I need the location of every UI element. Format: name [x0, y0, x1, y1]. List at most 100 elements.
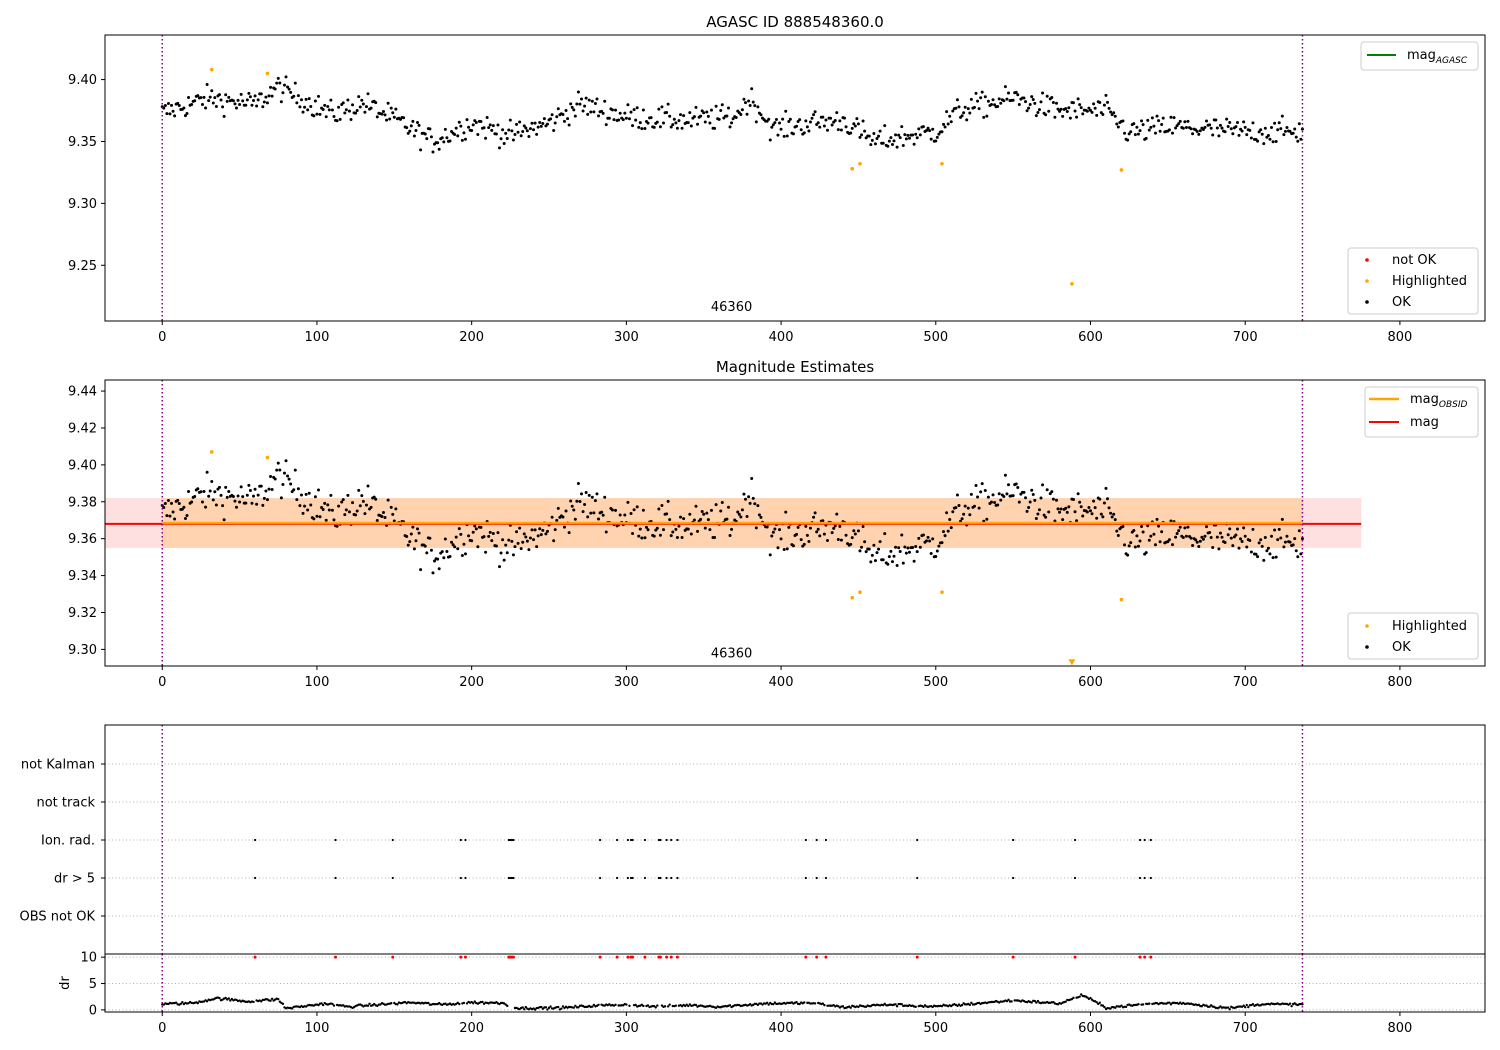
- agasc-ok-point: [1218, 123, 1222, 127]
- magnitude-ok-point: [389, 505, 393, 509]
- magnitude-ok-point: [1257, 541, 1261, 545]
- magnitude-ok-point: [360, 494, 364, 498]
- agasc-ok-point: [440, 136, 444, 140]
- agasc-ok-point: [1177, 122, 1181, 126]
- magnitude-ok-point: [527, 548, 531, 552]
- magnitude-ok-point: [782, 547, 786, 551]
- magnitude-ok-point: [471, 530, 475, 534]
- agasc-ok-point: [518, 120, 522, 124]
- agasc-ok-point: [1022, 96, 1026, 100]
- agasc-ok-point: [1141, 123, 1145, 127]
- dr-point: [922, 1005, 925, 1009]
- agasc-ok-point: [702, 111, 706, 115]
- magnitude-ok-point: [176, 498, 180, 502]
- agasc-ok-point: [890, 142, 894, 146]
- magnitude-ok-point: [1047, 510, 1051, 514]
- agasc-ok-point: [839, 128, 843, 132]
- agasc-ok-point: [969, 97, 973, 101]
- magnitude-ok-point: [816, 527, 820, 531]
- magnitude-ok-point: [863, 540, 867, 544]
- magnitude-ok-point: [1239, 537, 1243, 541]
- agasc-obsid-annotation: 46360: [711, 300, 752, 315]
- magnitude-ok-point: [969, 492, 973, 496]
- dr-xtick-label-0: 0: [158, 1021, 166, 1036]
- agasc-ok-point: [511, 138, 515, 142]
- magnitude-ok-point: [1260, 544, 1264, 548]
- dr-point: [320, 1002, 323, 1005]
- agasc-ok-point: [921, 125, 925, 129]
- agasc-ok-point: [856, 122, 860, 126]
- agasc-ok-point: [1273, 121, 1277, 125]
- magnitude-ok-point: [519, 547, 523, 551]
- agasc-ok-point: [858, 135, 862, 139]
- dr-clipped-point: [1138, 955, 1142, 959]
- magnitude-ok-point: [929, 552, 933, 556]
- magnitude-ok-point: [211, 498, 215, 502]
- magnitude-xtick-label-0: 0: [158, 675, 166, 690]
- magnitude-ok-point: [303, 504, 307, 508]
- magnitude-ok-point: [1092, 499, 1096, 503]
- agasc-ok-point: [504, 131, 508, 135]
- agasc-xtick-label-300: 300: [614, 330, 639, 345]
- magnitude-ok-point: [850, 536, 854, 540]
- agasc-ok-point: [589, 110, 593, 114]
- agasc-ok-point: [1172, 116, 1176, 120]
- agasc-ok-point: [1034, 114, 1038, 118]
- dr-point: [1005, 999, 1009, 1003]
- magnitude-ok-point: [207, 494, 211, 498]
- agasc-ok-point: [850, 126, 854, 130]
- flags-point: [464, 876, 467, 880]
- magnitude-ok-point: [406, 543, 410, 547]
- agasc-ok-point: [374, 101, 378, 105]
- magnitude-axes-frame: [104, 379, 1486, 667]
- agasc-ok-point: [719, 109, 723, 113]
- agasc-ok-point: [592, 110, 596, 114]
- agasc-ok-point: [621, 118, 625, 122]
- dr-point: [1101, 1004, 1105, 1007]
- agasc-ok-point: [1220, 126, 1224, 130]
- agasc-ok-point: [460, 138, 464, 142]
- dr-point: [968, 1003, 972, 1007]
- agasc-ok-point: [405, 126, 409, 130]
- magnitude-ok-point: [208, 489, 212, 493]
- agasc-ok-point: [578, 102, 582, 106]
- magnitude-ok-point: [572, 508, 576, 512]
- magnitude-ok-point: [1127, 544, 1131, 548]
- agasc-ok-point: [750, 87, 754, 91]
- agasc-ok-point: [728, 125, 732, 129]
- agasc-ok-point: [982, 115, 986, 119]
- agasc-ok-point: [1170, 131, 1174, 135]
- agasc-ok-point: [875, 136, 879, 140]
- magnitude-ok-point: [753, 502, 757, 506]
- agasc-ok-point: [714, 104, 718, 108]
- agasc-ok-point: [499, 137, 503, 141]
- magnitude-ok-point: [1093, 506, 1097, 510]
- agasc-ok-point: [624, 116, 628, 120]
- agasc-ok-point: [1198, 129, 1202, 133]
- agasc-ok-point: [590, 99, 594, 103]
- agasc-ok-point: [501, 128, 505, 132]
- agasc-ok-point: [412, 134, 416, 138]
- magnitude-ok-point: [1123, 543, 1127, 547]
- dr-clipped-point: [804, 955, 808, 959]
- agasc-ok-point: [1017, 103, 1021, 107]
- agasc-ok-point: [244, 103, 248, 107]
- magnitude-ok-point: [168, 514, 172, 518]
- magnitude-xtick-label-800: 800: [1387, 675, 1412, 690]
- agasc-ok-point: [408, 129, 412, 133]
- magnitude-ok-point: [405, 534, 409, 538]
- magnitude-ok-point: [680, 535, 684, 539]
- magnitude-ok-point: [821, 519, 825, 523]
- agasc-ok-point: [200, 102, 204, 106]
- dr-point: [914, 1005, 917, 1009]
- agasc-ok-point: [1237, 133, 1241, 137]
- agasc-ok-point: [1288, 129, 1292, 133]
- magnitude-ok-point: [709, 508, 713, 512]
- agasc-highlighted-point: [1119, 168, 1124, 172]
- agasc-ok-point: [1081, 112, 1085, 116]
- magnitude-ok-point: [528, 536, 532, 540]
- agasc-ok-point: [1231, 132, 1235, 136]
- agasc-ok-point: [1135, 125, 1139, 129]
- agasc-ok-point: [931, 127, 935, 131]
- magnitude-ok-point: [638, 527, 642, 531]
